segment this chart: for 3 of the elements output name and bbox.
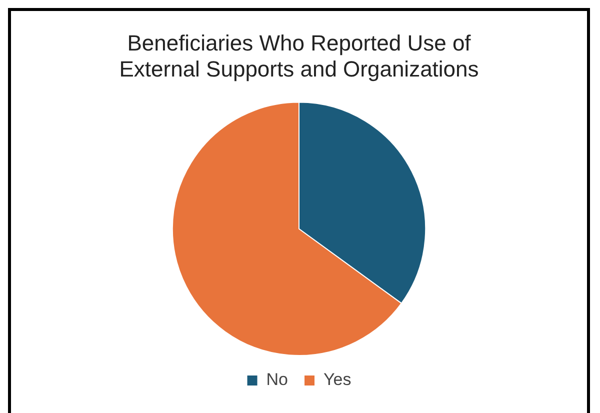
legend-label: No [266, 370, 288, 390]
legend-label: Yes [324, 370, 352, 390]
chart-title: Beneficiaries Who Reported Use of External Supports and Organizations [119, 30, 479, 82]
